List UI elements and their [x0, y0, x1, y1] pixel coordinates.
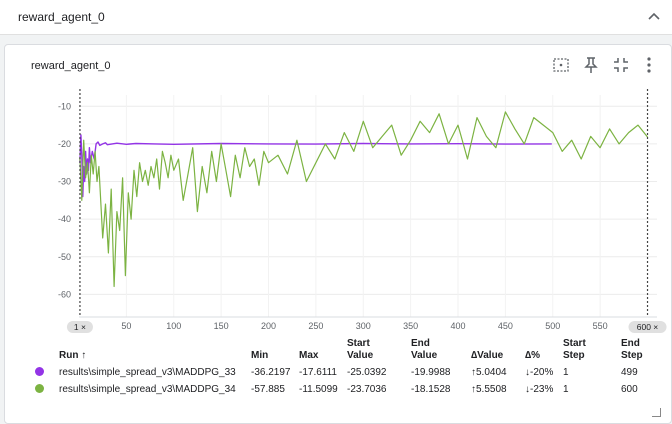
section-header[interactable]: reward_agent_0	[0, 0, 672, 35]
col-min[interactable]: Min	[251, 350, 269, 361]
section-title: reward_agent_0	[18, 10, 105, 24]
chevron-up-icon[interactable]	[646, 9, 662, 25]
table-row[interactable]: results\simple_spread_v3\MADDPG_34 -57.8…	[35, 381, 663, 398]
run-delta-pct: ↓-23%	[525, 384, 554, 395]
x-tick-label: 50	[121, 321, 131, 331]
col-end-value[interactable]: End Value	[411, 338, 438, 361]
run-end-value: -18.1528	[411, 384, 451, 395]
run-start-step: 1	[563, 384, 569, 395]
x-tick-label: 150	[214, 321, 229, 331]
run-name: results\simple_spread_v3\MADDPG_34	[59, 384, 236, 395]
y-tick-label: -40	[58, 214, 71, 224]
col-start-value[interactable]: Start Value	[347, 338, 374, 361]
x-tick-label: 250	[308, 321, 323, 331]
run-delta-pct: ↓-20%	[525, 367, 554, 378]
run-start-value: -23.7036	[347, 384, 387, 395]
x-tick-label: 500	[545, 321, 560, 331]
run-color-dot[interactable]	[35, 384, 44, 393]
x-tick-label: 550	[593, 321, 608, 331]
run-delta-value: ↑5.5508	[471, 384, 507, 395]
run-name: results\simple_spread_v3\MADDPG_33	[59, 367, 236, 378]
resize-handle[interactable]	[652, 408, 661, 417]
card-title: reward_agent_0	[31, 60, 111, 72]
y-tick-label: -10	[58, 101, 71, 111]
y-tick-label: -50	[58, 252, 71, 262]
range-marker-chip	[66, 321, 93, 333]
run-color-cell	[35, 381, 59, 398]
y-tick-label: -20	[58, 139, 71, 149]
col-end-step[interactable]: End Step	[621, 338, 643, 361]
y-tick-label: -60	[58, 289, 71, 299]
run-start-value: -25.0392	[347, 367, 387, 378]
line-chart[interactable]: -10 -20 -30 -40 -50 -60 50 100 150 200 250 300 350 40…	[5, 85, 672, 335]
col-run[interactable]: Run ↑	[59, 350, 87, 361]
run-color-dot[interactable]	[35, 367, 44, 376]
more-vert-icon[interactable]	[639, 55, 659, 75]
collapse-icon[interactable]	[611, 55, 631, 75]
run-delta-value: ↑5.0404	[471, 367, 507, 378]
x-tick-label: 300	[356, 321, 371, 331]
run-start-step: 1	[563, 367, 569, 378]
x-tick-label: 350	[403, 321, 418, 331]
fit-domain-icon[interactable]	[551, 55, 571, 75]
run-min: -36.2197	[251, 367, 291, 378]
y-tick-label: -30	[58, 177, 71, 187]
table-row[interactable]: results\simple_spread_v3\MADDPG_33 -36.2…	[35, 364, 663, 381]
run-max: -11.5099	[299, 384, 338, 395]
x-tick-label: 200	[261, 321, 276, 331]
run-end-step: 600	[621, 384, 638, 395]
run-min: -57.885	[251, 384, 285, 395]
run-max: -17.6111	[299, 367, 337, 378]
run-table: Run ↑ Min Max Start Value End Value ∆Value…	[35, 338, 663, 398]
x-tick-label: 400	[451, 321, 466, 331]
col-delta-value[interactable]: ∆Value	[471, 350, 504, 361]
table-header-row: Run ↑ Min Max Start Value End Value ∆Value…	[35, 338, 663, 364]
chart-svg[interactable]: -10 -20 -30 -40 -50 -60 50 100 150 200 250 300 350 40…	[5, 85, 672, 335]
x-tick-label: 100	[166, 321, 181, 331]
scalar-card: reward_agent_0 -10 -20 -30 -40 -50 -60 50 100 15…	[4, 44, 672, 424]
series-line-2	[79, 111, 648, 288]
run-color-cell	[35, 364, 59, 381]
col-delta-pct[interactable]: ∆%	[525, 350, 541, 361]
pin-icon[interactable]	[581, 55, 601, 75]
run-end-step: 499	[621, 367, 638, 378]
col-start-step[interactable]: Start Step	[563, 338, 586, 361]
range-marker-label: 1 ×	[74, 322, 86, 332]
col-max[interactable]: Max	[299, 350, 319, 361]
range-marker-label: 600 ×	[637, 322, 659, 332]
range-marker-chip	[628, 321, 667, 333]
run-end-value: -19.9988	[411, 367, 451, 378]
col-color	[35, 338, 59, 364]
x-tick-label: 450	[498, 321, 513, 331]
